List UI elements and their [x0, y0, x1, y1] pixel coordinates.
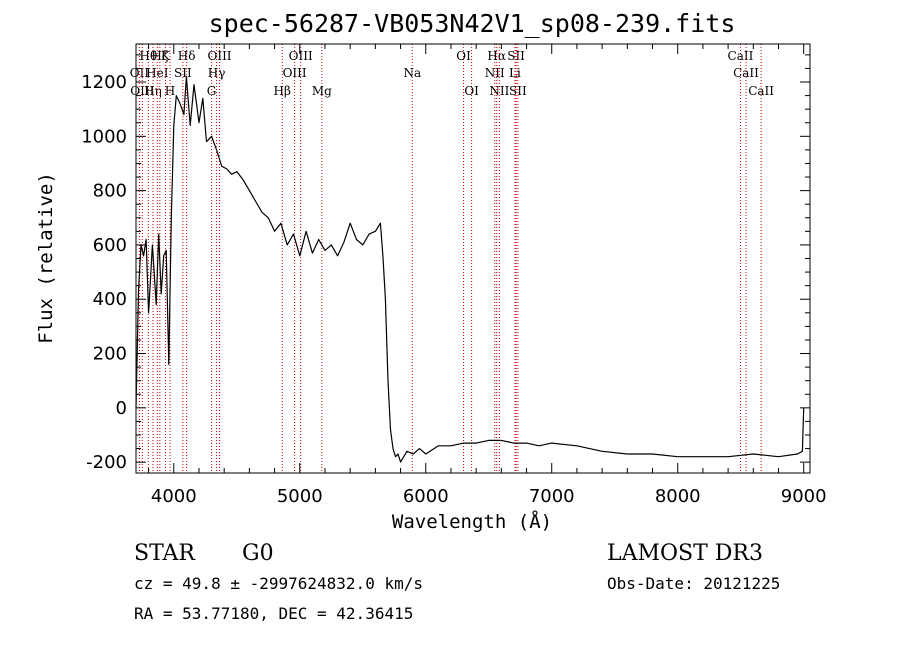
spectral-line-label: SII — [174, 66, 192, 80]
x-axis-title: Wavelength (Å) — [392, 510, 552, 533]
spectral-line-label: G — [207, 84, 217, 98]
spectral-line-label: CaII — [728, 49, 754, 63]
survey-name: LAMOST DR3 — [607, 541, 763, 566]
spectral-line-label: SII — [507, 49, 525, 63]
spectral-line-label: CaII — [748, 84, 774, 98]
y-tick-label: 200 — [93, 344, 127, 365]
y-tick-label: 0 — [116, 398, 127, 419]
spectral-line-label: HeI — [146, 66, 169, 80]
spectral-line-label: Hβ — [274, 84, 291, 98]
spectral-subclass: G0 — [242, 541, 274, 566]
plot-frame — [135, 43, 811, 474]
coordinates-line: RA = 53.77180, DEC = 42.36415 — [134, 604, 413, 623]
y-tick-label: -200 — [86, 452, 127, 473]
chart-title: spec-56287-VB053N42V1_sp08-239.fits — [209, 9, 736, 38]
spectral-line-label: OI — [464, 84, 479, 98]
y-tick-label: 1000 — [81, 126, 127, 147]
x-tick-label: 4000 — [151, 486, 197, 507]
spectral-line-label: K — [161, 49, 171, 63]
spectral-line-label: OIII — [207, 49, 231, 63]
spectral-line-label: NII — [485, 66, 505, 80]
spectrum-line — [135, 75, 805, 463]
spectral-line-label: Li — [509, 66, 521, 80]
spectral-line-label: OI — [456, 49, 471, 63]
y-tick-label: 600 — [93, 235, 127, 256]
spectral-line-label: Na — [403, 66, 421, 80]
y-tick-label: 1200 — [81, 72, 127, 93]
spectral-line-label: CaII — [733, 66, 759, 80]
spectral-line-label: OII — [130, 66, 150, 80]
spectral-line-label: Hα — [487, 49, 506, 63]
spectrum-series — [135, 75, 805, 463]
y-tick-label: 400 — [93, 289, 127, 310]
obs-date: Obs-Date: 20121225 — [607, 574, 780, 593]
axis-ticks: 4000 5000 6000 7000 8000 9000 -200 0 200 400 600 80… — [81, 44, 827, 507]
x-tick-label: 5000 — [277, 486, 323, 507]
spectral-line-label: Hδ — [178, 49, 196, 63]
x-tick-label: 6000 — [403, 486, 449, 507]
spectral-line-markers: OIIOIIIHθHηHeIHζKHSIIHδGHγOIIIHβOIIIOIII… — [130, 44, 774, 473]
spectral-line-label: OIII — [283, 66, 307, 80]
spectral-line-label: Hγ — [208, 66, 226, 80]
spectral-line-label: Hζ — [151, 49, 168, 63]
object-class: STAR — [134, 541, 196, 566]
x-tick-label: 7000 — [529, 486, 575, 507]
x-tick-label: 8000 — [655, 486, 701, 507]
redshift-line: cz = 49.8 ± -2997624832.0 km/s — [134, 574, 423, 593]
spectral-line-label: SII — [509, 84, 527, 98]
spectral-line-label: Hη — [144, 84, 162, 98]
y-tick-label: 800 — [93, 181, 127, 202]
y-axis-title: Flux (relative) — [35, 172, 57, 344]
spectral-line-label: NII — [489, 84, 509, 98]
spectral-line-label: OIII — [289, 49, 313, 63]
spectral-line-label: Mg — [312, 84, 332, 98]
spectral-line-label: H — [165, 84, 175, 98]
x-tick-label: 9000 — [781, 486, 827, 507]
